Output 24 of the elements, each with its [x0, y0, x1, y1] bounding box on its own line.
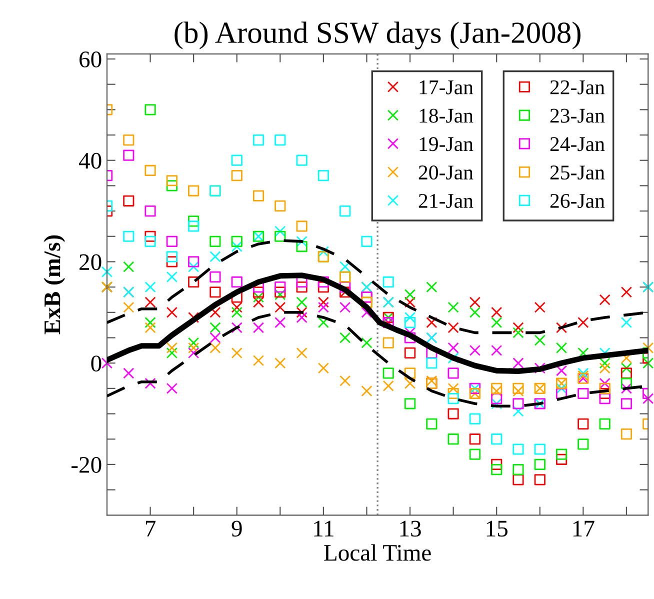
legend-label: 18-Jan [420, 108, 474, 123]
y-tick-label: 20 [80, 254, 102, 270]
x-tick-label: 15 [486, 520, 508, 537]
y-tick-label: 0 [91, 356, 102, 372]
legend-label: 26-Jan [550, 194, 605, 208]
y-tick-label: 60 [80, 51, 102, 68]
y-axis-title: ExB (m/s) [44, 235, 66, 334]
legend-label: 20-Jan [418, 165, 474, 180]
legend-label: 22-Jan [550, 80, 605, 94]
y-tick-label: 40 [78, 152, 102, 169]
x-tick-label: 11 [314, 520, 334, 536]
legend-label: 25-Jan [550, 166, 605, 180]
x-tick-label: 13 [400, 520, 421, 537]
legend-label: 23-Jan [550, 108, 605, 123]
x-tick-label: 9 [232, 520, 242, 537]
legend-label: 17-Jan [420, 80, 474, 94]
legend-label: 21-Jan [418, 194, 474, 208]
y-tick-label: -20 [72, 456, 102, 473]
legend-label: 19-Jan [420, 137, 474, 152]
x-axis-title: Local Time [324, 544, 431, 561]
legend-label: 24-Jan [550, 137, 605, 152]
chart-title: (b) Around SSW days (Jan-2008) [174, 22, 580, 50]
x-tick-label: 7 [146, 520, 156, 536]
x-tick-label: 17 [573, 520, 594, 536]
